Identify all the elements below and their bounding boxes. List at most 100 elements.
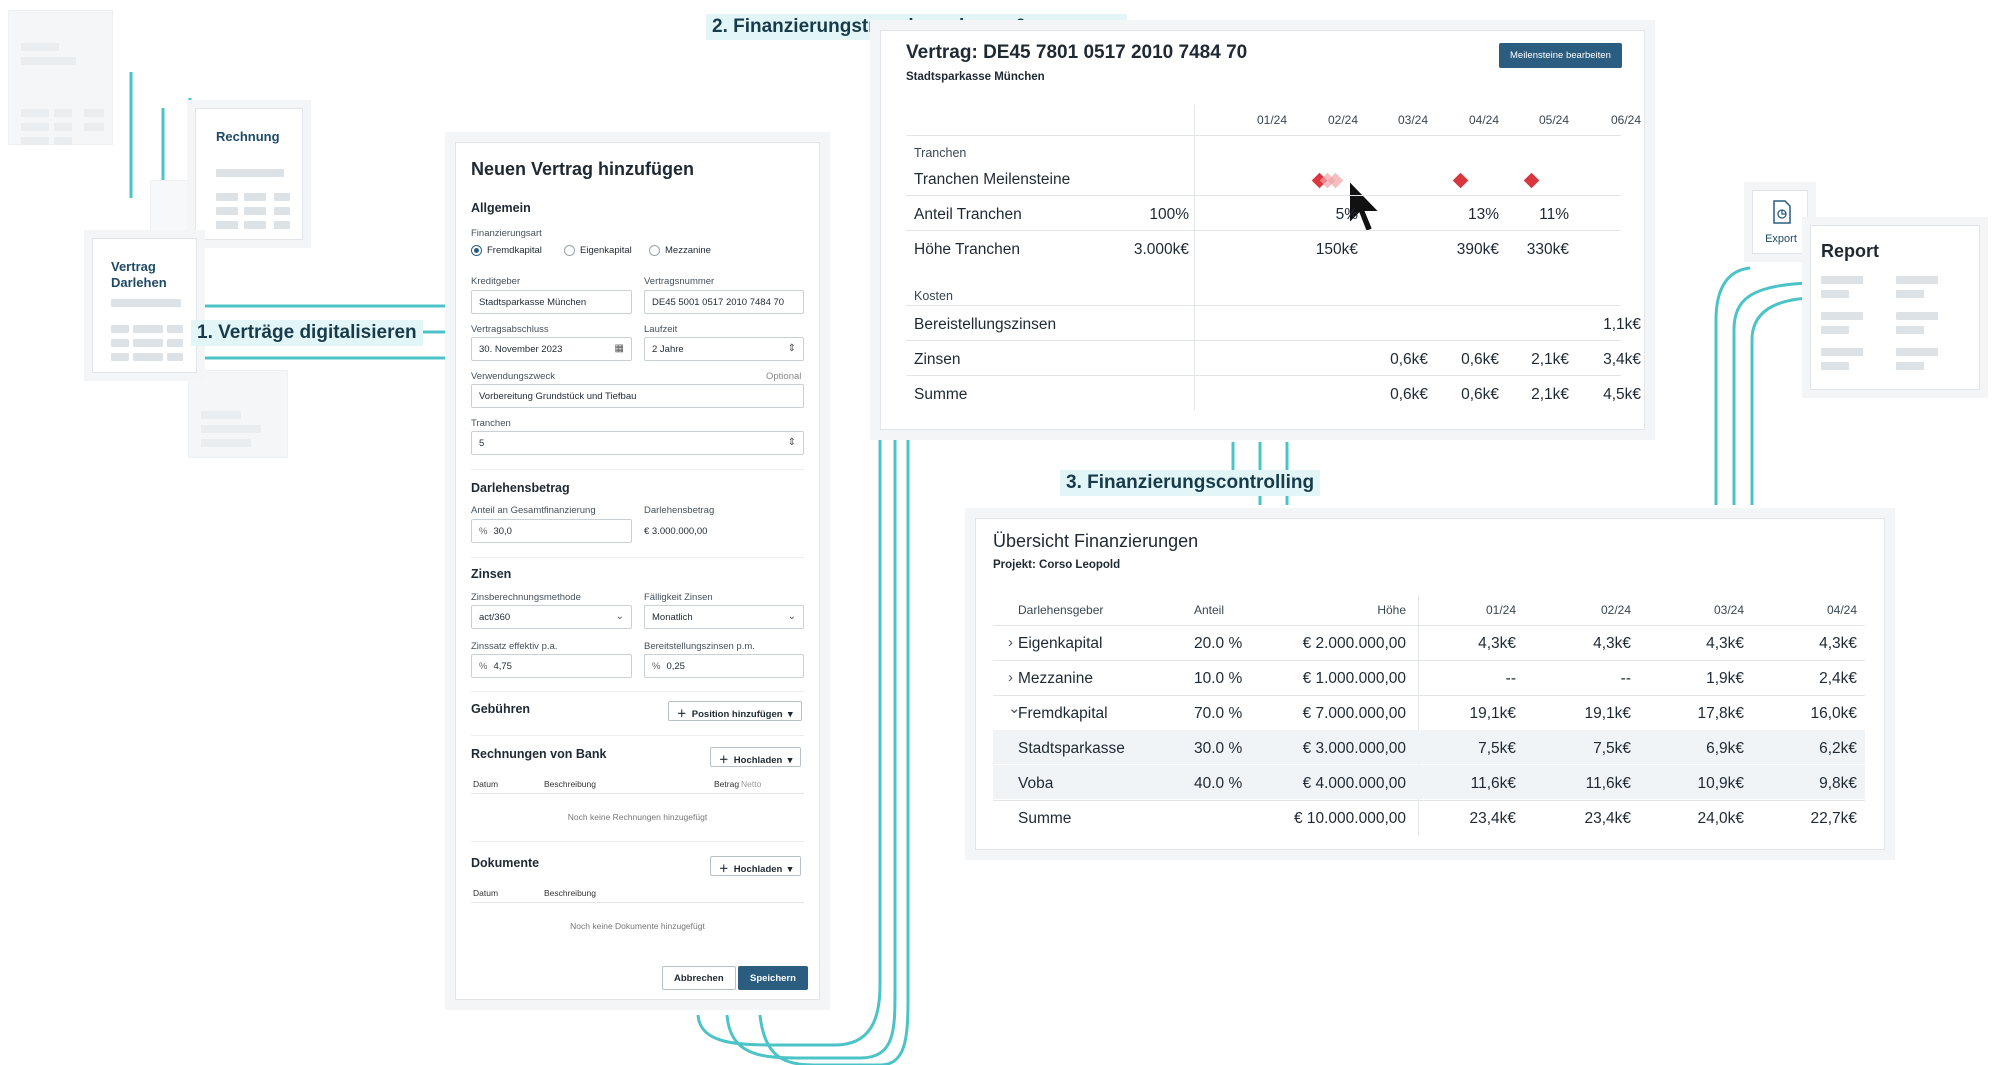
- col-amount: Betrag: [714, 779, 740, 789]
- lender-amount: € 7.000.000,00: [1302, 705, 1406, 722]
- due-label: Fälligkeit Zinsen: [644, 592, 713, 603]
- interest-value: 3,4k€: [1603, 351, 1641, 368]
- edit-milestones-button[interactable]: Meilensteine bearbeiten: [1499, 43, 1622, 68]
- cancel-button[interactable]: Abbrechen: [662, 966, 736, 990]
- loan-amount-value: € 3.000.000,00: [644, 526, 708, 537]
- chevron-right-icon[interactable]: ›: [1008, 669, 1013, 686]
- contract-bank: Stadtsparkasse München: [906, 71, 1045, 83]
- overview-header: 03/24: [1713, 603, 1744, 617]
- month-value: 4,3k€: [1593, 635, 1631, 652]
- radio-eigenkapital[interactable]: Eigenkapital: [564, 245, 632, 256]
- upload-document-button[interactable]: ＋ Hochladen ▾: [710, 856, 802, 876]
- month-value: 2,4k€: [1819, 670, 1857, 687]
- col-description: Beschreibung: [544, 779, 596, 789]
- share-input[interactable]: % 30,0: [471, 519, 632, 543]
- lender-share: 30.0 %: [1194, 740, 1243, 757]
- term-select[interactable]: 2 Jahre ⇕: [644, 337, 804, 361]
- report-document: Report: [1810, 225, 1980, 390]
- overview-header: Darlehensgeber: [1018, 603, 1104, 617]
- share-total: 100%: [1149, 206, 1189, 223]
- month-value: --: [1505, 670, 1516, 687]
- method-label: Zinsberechnungsmethode: [471, 592, 581, 603]
- add-position-button[interactable]: ＋ Position hinzufügen ▾: [668, 701, 802, 721]
- section-documents: Dokumente: [471, 856, 540, 870]
- month-value: 7,5k€: [1593, 740, 1631, 757]
- closing-date-input[interactable]: 30. November 2023 ▦: [471, 337, 632, 361]
- lender-share: 70.0 %: [1194, 705, 1243, 722]
- invoice-document: Rechnung: [195, 108, 303, 240]
- export-document-icon: [1773, 200, 1791, 224]
- month-value: 17,8k€: [1697, 705, 1744, 722]
- month-value: 11,6k€: [1470, 775, 1516, 792]
- lender-name: Summe: [1018, 810, 1072, 827]
- share-value: 13%: [1467, 206, 1499, 223]
- lender-name: Fremdkapital: [1018, 705, 1108, 722]
- milestone-marker[interactable]: [1452, 172, 1469, 189]
- financing-overview-panel: Übersicht Finanzierungen Projekt: Corso …: [975, 518, 1885, 850]
- documents-empty: Noch keine Dokumente hinzugefügt: [570, 921, 705, 931]
- month-value: 16,0k€: [1810, 705, 1857, 722]
- lender-share: 20.0 %: [1194, 635, 1243, 652]
- sum-value: 2,1k€: [1531, 386, 1569, 403]
- optional-hint: Optional: [766, 371, 802, 382]
- commit-input[interactable]: % 0,25: [644, 654, 804, 678]
- overview-header: 04/24: [1826, 603, 1857, 617]
- share-value: 11%: [1539, 206, 1569, 223]
- export-button[interactable]: Export: [1752, 190, 1808, 254]
- sum-value: 4,5k€: [1603, 386, 1641, 403]
- rate-input[interactable]: % 4,75: [471, 654, 632, 678]
- calendar-icon[interactable]: ▦: [614, 343, 624, 354]
- share-label: Anteil an Gesamtfinanzierung: [471, 505, 596, 516]
- contract-number-input[interactable]: DE45 5001 0517 2010 7484 70: [644, 290, 804, 314]
- amount-row-label: Höhe Tranchen: [914, 241, 1020, 258]
- month-value: 6,2k€: [1819, 740, 1857, 757]
- commit-value: 1,1k€: [1603, 316, 1641, 333]
- month-value: 23,4k€: [1469, 810, 1516, 827]
- overview-title: Übersicht Finanzierungen: [993, 531, 1199, 551]
- lender-amount: € 1.000.000,00: [1302, 670, 1406, 687]
- amount-value: 150k€: [1315, 241, 1358, 258]
- col-date: Datum: [473, 779, 499, 789]
- lender-input[interactable]: Stadtsparkasse München: [471, 290, 632, 314]
- doc-col-description: Beschreibung: [544, 888, 596, 898]
- radio-fremdkapital[interactable]: Fremdkapital: [471, 245, 542, 256]
- month-value: 23,4k€: [1584, 810, 1631, 827]
- month-header: 06/24: [1610, 113, 1641, 127]
- milestones-label: Tranchen Meilensteine: [914, 171, 1071, 188]
- milestone-marker[interactable]: [1523, 172, 1540, 189]
- contract-title: Vertrag: DE45 7801 0517 2010 7484 70: [906, 42, 1248, 63]
- purpose-input[interactable]: Vorbereitung Grundstück und Tiefbau: [471, 384, 804, 408]
- month-header: 04/24: [1468, 113, 1499, 127]
- lender-amount: € 2.000.000,00: [1302, 635, 1406, 652]
- doc-col-date: Datum: [473, 888, 499, 898]
- upload-invoice-button[interactable]: ＋ Hochladen ▾: [710, 747, 802, 767]
- tranches-select[interactable]: 5 ⇕: [471, 431, 804, 455]
- lender-share: 10.0 %: [1194, 670, 1243, 687]
- purpose-label: Verwendungszweck: [471, 371, 555, 382]
- lender-name: Voba: [1018, 775, 1054, 792]
- save-button[interactable]: Speichern: [738, 966, 808, 990]
- overview-project: Projekt: Corso Leopold: [993, 559, 1121, 571]
- contract-number-label: Vertragsnummer: [644, 276, 715, 287]
- contract-panel: Vertrag: DE45 7801 0517 2010 7484 70 Sta…: [880, 30, 1645, 430]
- month-value: 7,5k€: [1478, 740, 1516, 757]
- interest-value: 2,1k€: [1531, 351, 1569, 368]
- month-value: 6,9k€: [1706, 740, 1744, 757]
- lender-name: Eigenkapital: [1018, 635, 1103, 652]
- sum-value: 0,6k€: [1390, 386, 1428, 403]
- month-header: 02/24: [1327, 113, 1358, 127]
- lender-label: Kreditgeber: [471, 276, 521, 287]
- overview-header: 01/24: [1485, 603, 1516, 617]
- month-value: 9,8k€: [1819, 775, 1857, 792]
- chevron-right-icon[interactable]: ›: [1008, 634, 1013, 651]
- month-value: 22,7k€: [1810, 810, 1857, 827]
- updown-icon: ⇕: [787, 437, 796, 448]
- export-label: Export: [1765, 233, 1797, 245]
- radio-mezzanine[interactable]: Mezzanine: [649, 245, 711, 256]
- due-select[interactable]: Monatlich ⌄: [644, 605, 804, 629]
- overview-header: Höhe: [1377, 603, 1406, 617]
- invoices-empty: Noch keine Rechnungen hinzugefügt: [567, 812, 708, 822]
- method-select[interactable]: act/360 ⌄: [471, 605, 632, 629]
- chevron-down-icon[interactable]: ⌄: [1008, 700, 1021, 717]
- sum-row-label: Summe: [914, 386, 968, 403]
